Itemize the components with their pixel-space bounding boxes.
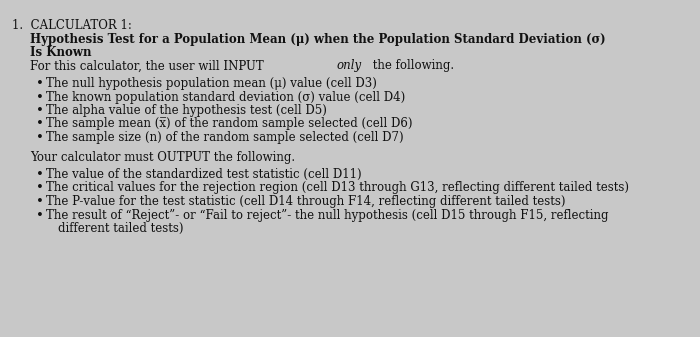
Text: •: • xyxy=(36,91,44,103)
Text: The sample size (n) of the random sample selected (cell D7): The sample size (n) of the random sample… xyxy=(46,131,404,144)
Text: For this calculator, the user will INPUT: For this calculator, the user will INPUT xyxy=(30,60,267,72)
Text: •: • xyxy=(36,195,44,208)
Text: only: only xyxy=(337,60,362,72)
Text: The sample mean (x̅) of the random sample selected (cell D6): The sample mean (x̅) of the random sampl… xyxy=(46,118,412,130)
Text: •: • xyxy=(36,209,44,221)
Text: The P-value for the test statistic (cell D14 through F14, reflecting different t: The P-value for the test statistic (cell… xyxy=(46,195,566,208)
Text: Your calculator must OUTPUT the following.: Your calculator must OUTPUT the followin… xyxy=(30,151,295,163)
Text: •: • xyxy=(36,182,44,194)
Text: The known population standard deviation (σ) value (cell D4): The known population standard deviation … xyxy=(46,91,405,103)
Text: 1.  CALCULATOR 1:: 1. CALCULATOR 1: xyxy=(12,19,132,32)
Text: the following.: the following. xyxy=(369,60,454,72)
Text: The critical values for the rejection region (cell D13 through G13, reflecting d: The critical values for the rejection re… xyxy=(46,182,629,194)
Text: The result of “Reject”- or “Fail to reject”- the null hypothesis (cell D15 throu: The result of “Reject”- or “Fail to reje… xyxy=(46,209,608,221)
Text: The null hypothesis population mean (μ) value (cell D3): The null hypothesis population mean (μ) … xyxy=(46,77,377,90)
Text: different tailed tests): different tailed tests) xyxy=(58,222,183,235)
Text: Is Known: Is Known xyxy=(30,46,92,59)
Text: •: • xyxy=(36,104,44,117)
Text: •: • xyxy=(36,77,44,90)
Text: Hypothesis Test for a Population Mean (μ) when the Population Standard Deviation: Hypothesis Test for a Population Mean (μ… xyxy=(30,32,606,45)
Text: •: • xyxy=(36,118,44,130)
Text: •: • xyxy=(36,168,44,181)
Text: The alpha value of the hypothesis test (cell D5): The alpha value of the hypothesis test (… xyxy=(46,104,327,117)
Text: The value of the standardized test statistic (cell D11): The value of the standardized test stati… xyxy=(46,168,362,181)
Text: •: • xyxy=(36,131,44,144)
